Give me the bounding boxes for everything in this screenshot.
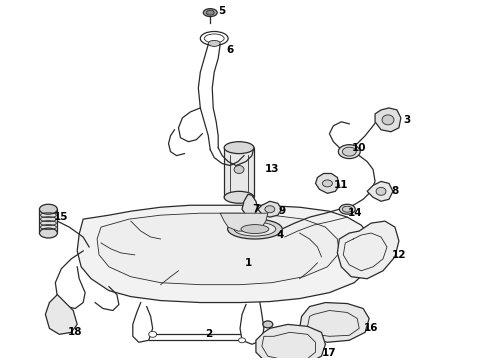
Text: 9: 9 bbox=[278, 206, 285, 216]
Polygon shape bbox=[242, 194, 258, 215]
Polygon shape bbox=[375, 108, 401, 132]
Polygon shape bbox=[97, 213, 340, 285]
Polygon shape bbox=[316, 174, 340, 193]
Text: 11: 11 bbox=[334, 180, 348, 190]
Ellipse shape bbox=[376, 187, 386, 195]
Ellipse shape bbox=[340, 204, 355, 214]
Text: 5: 5 bbox=[219, 6, 226, 15]
Ellipse shape bbox=[206, 10, 214, 15]
Ellipse shape bbox=[224, 142, 254, 154]
Text: 12: 12 bbox=[392, 250, 406, 260]
Polygon shape bbox=[224, 148, 254, 197]
Ellipse shape bbox=[263, 321, 273, 328]
Ellipse shape bbox=[322, 180, 332, 187]
Ellipse shape bbox=[200, 31, 228, 45]
Text: 8: 8 bbox=[392, 186, 398, 196]
Ellipse shape bbox=[239, 338, 245, 343]
Polygon shape bbox=[367, 181, 393, 201]
Ellipse shape bbox=[338, 145, 360, 158]
Text: 16: 16 bbox=[364, 323, 378, 333]
Text: 1: 1 bbox=[245, 258, 251, 268]
Text: 7: 7 bbox=[252, 204, 260, 214]
Ellipse shape bbox=[40, 228, 57, 238]
Polygon shape bbox=[220, 213, 268, 231]
Polygon shape bbox=[337, 221, 399, 279]
Ellipse shape bbox=[208, 40, 220, 46]
Ellipse shape bbox=[228, 219, 282, 239]
Ellipse shape bbox=[234, 166, 244, 174]
Ellipse shape bbox=[265, 206, 275, 213]
Polygon shape bbox=[258, 201, 282, 217]
Text: 10: 10 bbox=[352, 143, 367, 153]
Ellipse shape bbox=[148, 331, 157, 337]
Ellipse shape bbox=[224, 192, 254, 203]
Ellipse shape bbox=[234, 222, 276, 236]
Text: 18: 18 bbox=[68, 327, 82, 337]
Polygon shape bbox=[299, 302, 369, 342]
Text: 3: 3 bbox=[403, 115, 411, 125]
Ellipse shape bbox=[241, 225, 269, 234]
Text: 6: 6 bbox=[226, 45, 234, 55]
Polygon shape bbox=[46, 294, 77, 334]
Ellipse shape bbox=[40, 204, 57, 214]
Ellipse shape bbox=[343, 206, 352, 212]
Polygon shape bbox=[40, 209, 57, 233]
Ellipse shape bbox=[382, 115, 394, 125]
Text: 15: 15 bbox=[54, 212, 69, 222]
Polygon shape bbox=[77, 205, 375, 302]
Polygon shape bbox=[256, 324, 325, 360]
Text: 17: 17 bbox=[322, 348, 337, 358]
Ellipse shape bbox=[204, 34, 224, 43]
Ellipse shape bbox=[343, 147, 356, 156]
Text: 4: 4 bbox=[276, 230, 283, 240]
Ellipse shape bbox=[203, 9, 217, 17]
Text: 13: 13 bbox=[265, 165, 279, 175]
Text: 14: 14 bbox=[348, 208, 363, 218]
Text: 2: 2 bbox=[205, 329, 212, 339]
